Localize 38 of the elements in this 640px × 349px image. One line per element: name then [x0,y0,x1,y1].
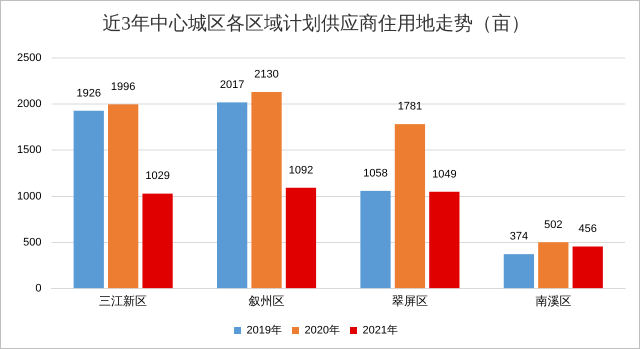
bar [394,124,426,288]
x-tick-label: 叙州区 [248,294,285,308]
legend-label: 2020年 [304,324,340,337]
y-tick-label: 1500 [16,144,42,156]
x-tick-label: 三江新区 [99,294,148,308]
y-tick-label: 500 [23,236,42,248]
bar [108,104,138,288]
legend-label: 2021年 [362,324,398,337]
data-label: 502 [544,218,562,231]
bar [251,92,282,288]
data-label: 1092 [288,164,314,176]
chart-title: 近3年中心城区各区域计划供应商住用地走势（亩） [102,12,530,34]
bar [286,188,316,288]
y-tick-label: 0 [35,282,42,295]
y-tick-label: 1000 [16,190,42,202]
data-label: 456 [578,223,597,236]
bar [504,254,534,288]
bar [74,110,104,288]
x-tick-label: 南溪区 [535,294,572,308]
data-label: 1029 [145,170,170,182]
y-tick-label: 2500 [16,52,42,64]
data-label: 2130 [254,68,279,80]
bar [216,102,248,288]
data-label: 1049 [432,168,457,180]
data-label: 1996 [110,80,136,93]
data-label: 1058 [363,167,388,180]
bar [538,242,568,288]
y-tick-label: 2000 [16,98,42,110]
data-label: 1781 [398,100,422,113]
data-label: 1926 [76,87,101,100]
bar [142,194,173,288]
bar [360,190,391,288]
data-label: 2017 [220,78,244,91]
data-label: 374 [510,230,528,243]
bar [429,192,460,288]
x-tick-label: 翠屏区 [392,294,428,308]
bar [572,246,603,288]
legend-label: 2019年 [246,324,282,337]
